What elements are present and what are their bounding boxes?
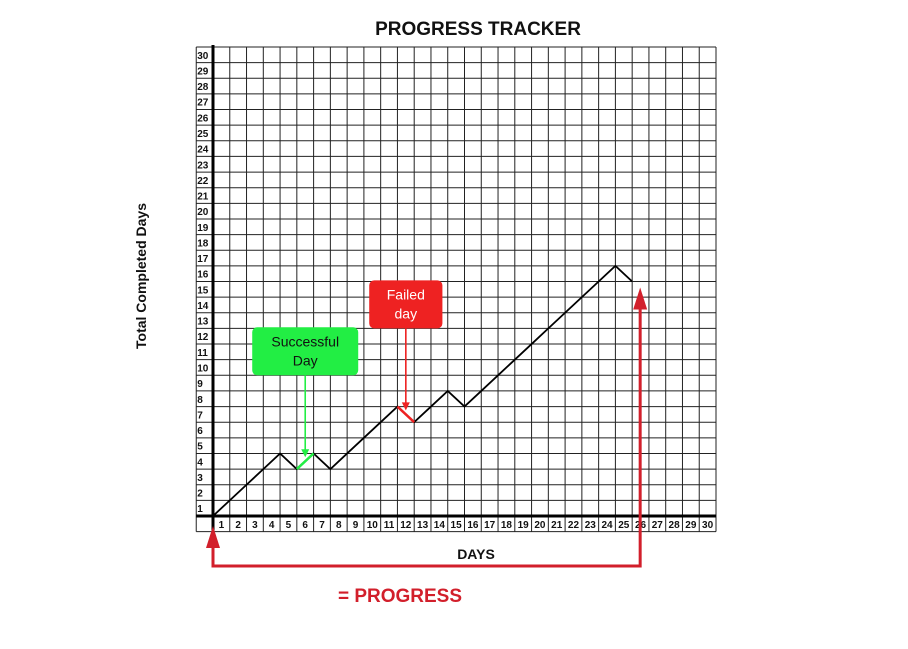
x-tick-label: 24 xyxy=(601,520,613,531)
y-tick-label: 25 xyxy=(197,129,209,140)
x-tick-label: 19 xyxy=(518,520,530,531)
x-tick-label: 4 xyxy=(269,520,275,531)
y-tick-label: 19 xyxy=(197,223,209,234)
y-axis-label: Total Completed Days xyxy=(133,203,149,349)
y-tick-label: 14 xyxy=(197,301,209,312)
x-tick-label: 16 xyxy=(467,520,479,531)
progress-arrowhead-start xyxy=(206,526,220,548)
x-tick-label: 13 xyxy=(417,520,429,531)
y-tick-label: 26 xyxy=(197,113,209,124)
x-axis-label: DAYS xyxy=(457,546,495,562)
highlight-segment xyxy=(396,405,416,424)
y-tick-label: 9 xyxy=(197,379,203,390)
y-tick-label: 21 xyxy=(197,192,209,203)
y-tick-label: 10 xyxy=(197,363,209,374)
y-tick-label: 28 xyxy=(197,82,209,93)
y-tick-label: 20 xyxy=(197,207,209,218)
y-tick-label: 18 xyxy=(197,238,209,249)
y-tick-label: 30 xyxy=(197,51,209,62)
y-tick-label: 22 xyxy=(197,176,209,187)
callout-text: Failed xyxy=(387,286,425,302)
y-tick-label: 23 xyxy=(197,160,209,171)
callout-text: day xyxy=(395,305,418,321)
x-tick-label: 15 xyxy=(451,520,463,531)
x-tick-label: 22 xyxy=(568,520,580,531)
y-tick-label: 24 xyxy=(197,145,209,156)
y-tick-labels: 1234567891011121314151617181920212223242… xyxy=(197,51,209,515)
y-tick-label: 17 xyxy=(197,254,209,265)
y-tick-label: 6 xyxy=(197,426,203,437)
x-tick-label: 18 xyxy=(501,520,513,531)
progress-arrowhead-end xyxy=(633,287,648,310)
y-tick-label: 13 xyxy=(197,317,209,328)
x-tick-label: 21 xyxy=(551,520,563,531)
annotations: Successful Day Failed day xyxy=(252,280,443,471)
x-tick-label: 1 xyxy=(219,520,225,531)
x-tick-label: 10 xyxy=(367,520,379,531)
y-tick-label: 4 xyxy=(197,457,203,468)
x-tick-label: 12 xyxy=(400,520,412,531)
x-tick-label: 30 xyxy=(702,520,714,531)
callout-arrowhead xyxy=(301,449,310,458)
series-line xyxy=(212,264,633,517)
x-tick-label: 3 xyxy=(252,520,258,531)
progress-label: = PROGRESS xyxy=(338,586,462,607)
y-tick-label: 5 xyxy=(197,442,203,453)
x-tick-label: 27 xyxy=(652,520,664,531)
y-tick-label: 8 xyxy=(197,395,203,406)
x-tick-label: 23 xyxy=(585,520,597,531)
callout-text: Successful xyxy=(271,333,339,349)
y-tick-label: 3 xyxy=(197,473,203,484)
y-tick-label: 2 xyxy=(197,489,203,500)
callout-box xyxy=(369,280,443,329)
y-tick-label: 16 xyxy=(197,270,209,281)
x-tick-label: 14 xyxy=(434,520,446,531)
x-tick-label: 28 xyxy=(669,520,681,531)
callout-box xyxy=(252,327,359,376)
y-tick-label: 15 xyxy=(197,285,209,296)
y-tick-label: 1 xyxy=(197,504,203,515)
progress-indicator: = PROGRESS xyxy=(206,287,648,607)
y-tick-label: 12 xyxy=(197,332,209,343)
axes xyxy=(196,45,716,532)
x-tick-label: 5 xyxy=(286,520,292,531)
highlight-segment xyxy=(295,452,315,471)
callout-text: Day xyxy=(293,352,318,368)
x-tick-label: 9 xyxy=(353,520,359,531)
callout-arrowhead xyxy=(401,402,410,411)
x-tick-label: 25 xyxy=(618,520,630,531)
x-tick-label: 17 xyxy=(484,520,496,531)
y-tick-label: 27 xyxy=(197,98,209,109)
y-tick-label: 7 xyxy=(197,410,203,421)
x-tick-label: 7 xyxy=(319,520,325,531)
y-tick-label: 29 xyxy=(197,66,209,77)
chart-title: PROGRESS TRACKER xyxy=(375,19,581,40)
x-tick-label: 29 xyxy=(685,520,697,531)
x-tick-label: 8 xyxy=(336,520,342,531)
x-tick-label: 20 xyxy=(534,520,546,531)
x-tick-label: 6 xyxy=(302,520,308,531)
progress-bracket xyxy=(211,307,642,568)
series xyxy=(212,264,633,517)
x-tick-label: 11 xyxy=(384,520,395,531)
y-tick-label: 11 xyxy=(197,348,208,359)
x-tick-label: 2 xyxy=(235,520,241,531)
